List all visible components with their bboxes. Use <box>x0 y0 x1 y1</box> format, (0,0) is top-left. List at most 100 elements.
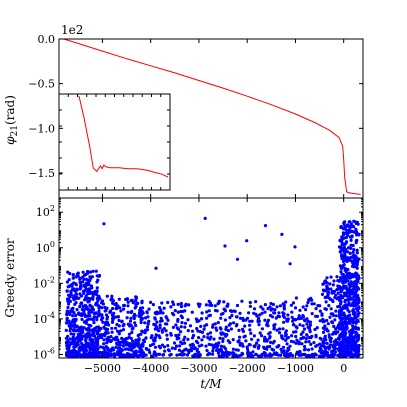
error-point <box>158 323 162 327</box>
error-point <box>314 307 318 311</box>
error-point <box>304 340 308 344</box>
error-point <box>300 342 304 346</box>
error-point <box>308 323 312 327</box>
error-point <box>334 314 338 318</box>
error-point <box>238 343 242 347</box>
error-point <box>281 302 285 306</box>
error-point <box>349 222 353 226</box>
error-point <box>354 265 358 269</box>
error-point <box>349 280 353 284</box>
error-point <box>67 319 71 323</box>
error-plot-ticks: −5000 −4000 −3000 −2000 −1000 010210010-210-4… <box>33 197 363 375</box>
error-point <box>346 336 350 340</box>
error-point <box>111 346 115 350</box>
error-point <box>267 332 271 336</box>
error-point <box>223 353 227 357</box>
error-point <box>147 348 151 352</box>
error-point <box>290 310 294 314</box>
error-point <box>340 253 344 257</box>
error-point <box>95 318 99 322</box>
error-point <box>268 352 272 356</box>
error-point <box>157 344 161 348</box>
error-point <box>335 325 340 330</box>
error-point <box>284 338 288 342</box>
error-point <box>185 353 190 357</box>
error-point <box>356 338 360 342</box>
error-point <box>338 315 342 319</box>
error-point <box>68 354 72 358</box>
error-point <box>284 300 288 304</box>
error-point <box>65 280 69 284</box>
error-point <box>282 353 287 357</box>
error-point-outlier <box>280 232 284 236</box>
error-point <box>109 335 113 339</box>
error-point <box>94 303 98 307</box>
error-y-tick-label: 102 <box>36 204 55 219</box>
error-point <box>78 280 82 284</box>
error-point <box>92 315 96 319</box>
error-point <box>281 345 286 349</box>
error-point <box>342 312 346 316</box>
error-point <box>117 297 121 301</box>
error-point <box>68 299 72 303</box>
error-point <box>286 335 290 340</box>
error-point <box>123 347 127 351</box>
error-point <box>322 344 326 348</box>
error-point <box>353 352 357 357</box>
error-point <box>353 302 357 306</box>
error-point <box>351 324 355 328</box>
error-point <box>240 299 244 303</box>
error-point <box>158 306 162 310</box>
error-point <box>347 310 351 314</box>
error-point <box>165 337 169 341</box>
error-point <box>197 350 201 354</box>
error-point <box>95 332 99 336</box>
error-point <box>354 261 358 265</box>
error-point <box>153 316 157 320</box>
error-point <box>172 313 176 317</box>
error-point <box>171 300 175 304</box>
error-point <box>321 341 325 345</box>
error-plot: −5000 −4000 −3000 −2000 −1000 010210010-210-4… <box>3 197 364 391</box>
error-point <box>174 344 179 348</box>
error-point <box>103 334 107 338</box>
error-point <box>332 279 336 283</box>
error-point <box>307 298 311 302</box>
error-point <box>132 312 137 316</box>
error-point <box>88 303 92 307</box>
error-point <box>354 320 358 324</box>
error-point <box>328 282 332 286</box>
error-point <box>101 320 105 324</box>
error-point <box>236 348 240 352</box>
error-point <box>254 352 258 357</box>
error-point <box>85 328 89 332</box>
error-point <box>119 352 123 356</box>
tick-base: 10 <box>36 206 50 219</box>
error-point <box>132 316 136 321</box>
error-point <box>344 320 348 325</box>
error-point <box>69 332 73 336</box>
error-point <box>307 326 311 330</box>
error-point <box>125 297 129 302</box>
error-point <box>314 353 318 357</box>
tick-exponent: -6 <box>47 346 55 355</box>
error-point <box>119 329 123 333</box>
error-point <box>349 334 353 338</box>
error-point <box>96 340 100 344</box>
error-point <box>312 302 316 306</box>
tick-base: 10 <box>33 348 47 361</box>
error-point <box>183 335 187 339</box>
error-point <box>226 351 230 355</box>
error-point <box>292 323 296 327</box>
error-point <box>191 342 195 346</box>
error-point <box>114 326 118 330</box>
error-point <box>136 338 140 342</box>
error-point <box>87 280 91 284</box>
error-point <box>95 289 99 293</box>
error-point <box>103 305 107 310</box>
error-x-tick-label: −1000 <box>277 362 314 375</box>
error-point <box>342 320 346 324</box>
error-point <box>82 273 86 277</box>
error-point <box>113 338 117 342</box>
error-point <box>208 331 213 335</box>
